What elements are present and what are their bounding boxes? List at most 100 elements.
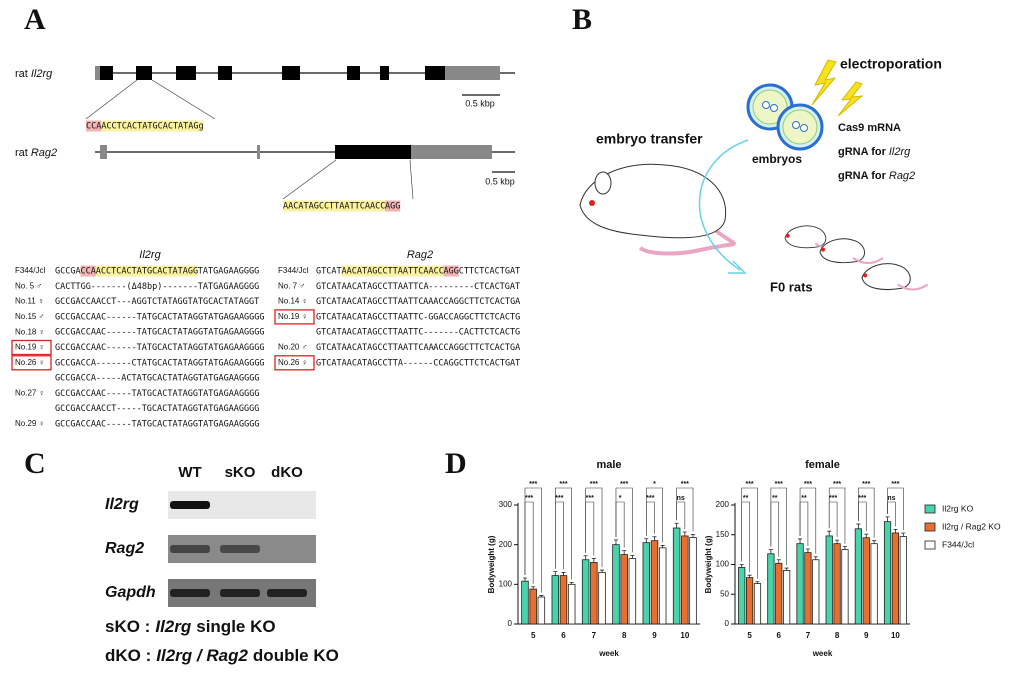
significance-label: *** [529,481,537,488]
bar [854,528,862,625]
bar [567,583,576,625]
exon [282,66,300,80]
error-bar [813,556,818,560]
y-tick-label: 100 [716,560,730,569]
sample-label: No. 7 ♂ [278,281,305,290]
sample-label: No. 5 ♂ [15,281,42,290]
sample-label: No.11 ♀ [15,297,44,306]
sample-box [274,309,315,325]
significance-label: *** [858,495,866,502]
chart-title: female [805,459,840,471]
exon [100,66,113,80]
gene-name: Il2rg [31,68,53,80]
error-bar [893,528,898,533]
error-bar [856,523,861,529]
sample-box [11,355,52,371]
significance-label: *** [620,481,628,488]
error-bar [872,540,877,544]
pup-tail [897,283,929,291]
sample-label: No.19 ♀ [278,312,308,321]
sequence-segment: GTCATAACATAGCCTTAATTCA [316,282,429,292]
sequence-segment: AACATAGCCTTAATTCAACC [342,267,444,277]
error-bar [674,522,679,529]
sample-label: No.27 ♀ [15,389,45,398]
significance-bracket [676,501,686,529]
sequence-segment: CA [459,328,469,338]
lightning [837,81,864,117]
sequence-segment: CTCACTGAT [474,282,520,292]
pup-body [784,225,827,249]
significance-bracket [741,501,750,573]
sequence-segment: CCAGGCTTCTCACTGAT [433,358,520,368]
y-tick-label: 0 [725,619,730,628]
lane-label: WT [178,464,201,481]
significance-bracket [887,501,896,527]
sequence-segment: ACCTCACTATGCACTATAGG [96,267,198,277]
bar [753,583,762,625]
sequence-segment: AACATAGCCTTAATTCAACC [283,202,385,212]
panel-label: D [445,447,467,480]
sample-label: No.26 ♀ [278,358,308,367]
y-tick-label: 300 [499,500,513,509]
reagent-text: gRNA for [838,146,887,158]
utr [411,145,492,159]
sequence-segment: GTCATAACATAGCCTTAATTC [316,312,423,322]
zoom-line [282,159,337,200]
sequence-segment: ------ [403,358,434,368]
bar [783,570,791,625]
y-tick-label: 150 [716,530,730,539]
band [170,545,210,553]
sequence-segment: ------ [106,328,137,338]
significance-bracket [770,501,780,557]
reagent-text: gRNA for [838,170,887,182]
panel-label: A [24,3,46,36]
sequence-segment: ------- [423,328,459,338]
utr [257,145,260,159]
bar [883,521,892,625]
sequence-segment: CACTTGG [55,282,91,292]
gene-label: rat Rag2 [15,147,57,159]
note-part: dKO : [105,646,151,665]
exon [136,66,152,80]
significance-label: * [653,481,656,488]
bar [590,562,598,625]
note-part: Il2rg / Rag2 [156,646,248,665]
sample-label: No.15 ♂ [15,312,45,321]
sequence-segment: ------ [106,312,137,322]
utr [100,145,107,159]
legend-swatch [924,540,936,550]
sequence-segment: GCCGACCAAC [55,389,106,399]
x-tick-label: 9 [864,631,869,640]
pronucleus [770,104,778,112]
scale-label: 0.5 kbp [485,176,515,186]
alignment-header: Rag2 [407,249,433,261]
sequence-segment: TATGCACTATAGGTATGAGAAGGGG [137,312,265,322]
bar [738,567,746,625]
lightning [811,59,837,106]
sequence-segment: ------ [106,343,137,353]
reagent: Cas9 mRNA [838,122,901,134]
significance-label: *** [745,481,753,488]
note-part: double KO [253,646,339,665]
highlight [341,265,444,277]
bar [899,536,907,625]
sequence-segment: --- [116,297,131,307]
y-axis-label: Bodyweight (g) [704,535,713,593]
legend-swatch [924,522,936,532]
sequence-segment: -------(Δ48bp)------- [91,282,198,292]
sample-box [11,339,52,356]
error-bar [652,536,657,541]
highlight [283,200,385,212]
sample-label: F344/Jcl [15,266,45,275]
bar [841,549,849,625]
significance-bracket [615,501,625,548]
alignment-header: Il2rg [139,249,161,261]
sequence-segment: ----- [106,389,132,399]
band [170,501,210,509]
error-bar [805,548,810,553]
reagent-gene: Rag2 [889,170,915,182]
sequence-segment: GCCGACCAACCT [55,404,116,414]
bar [612,544,620,625]
sequence-segment: GCCGACCAAC [55,328,106,338]
